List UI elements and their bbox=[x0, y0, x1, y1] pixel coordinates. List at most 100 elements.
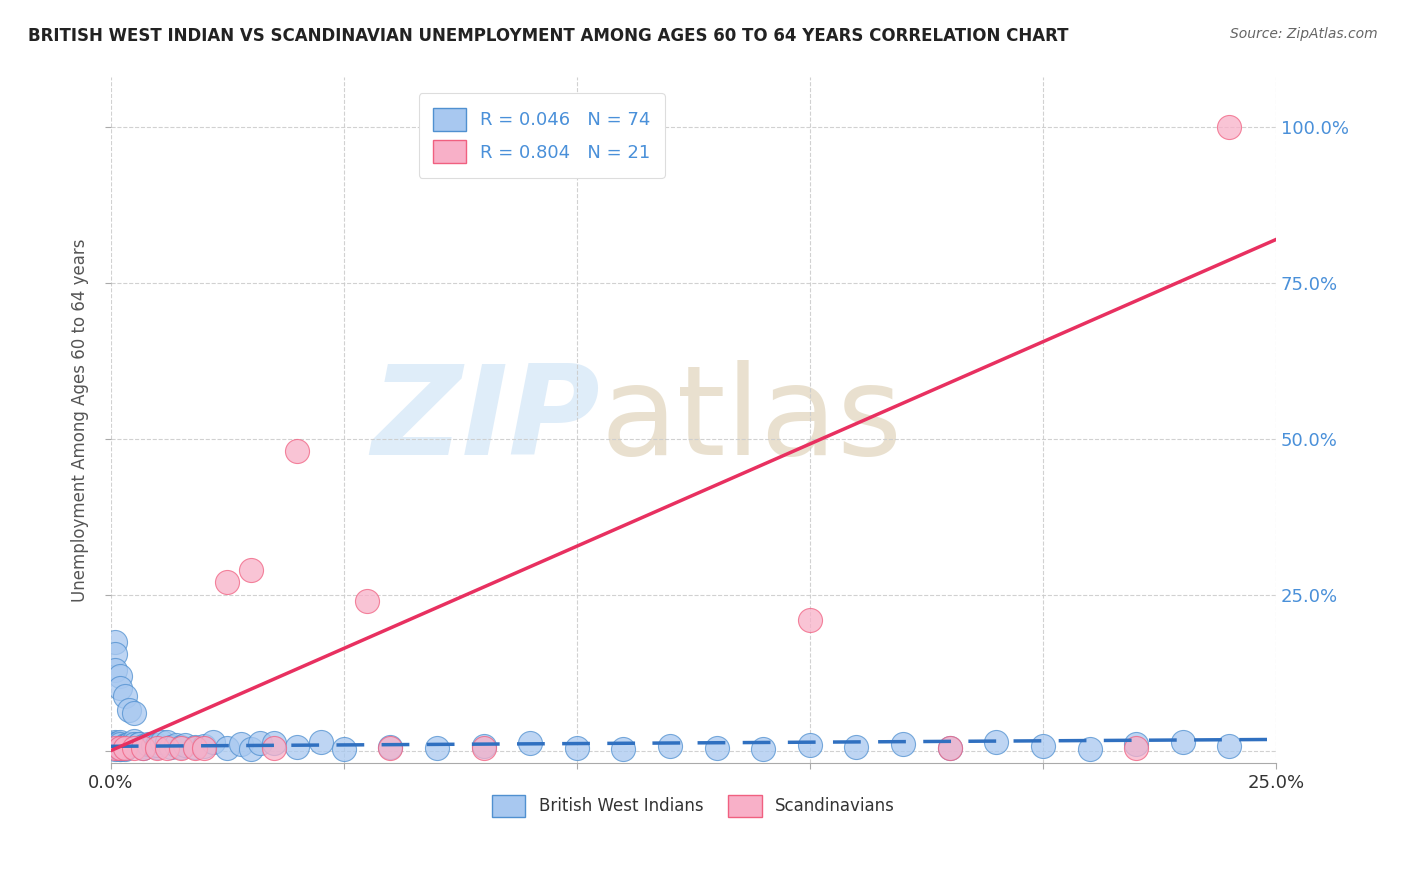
Point bbox=[333, 742, 356, 756]
Point bbox=[239, 741, 262, 756]
Point bbox=[104, 663, 127, 677]
Point bbox=[122, 737, 145, 751]
Point bbox=[1032, 739, 1054, 754]
Point bbox=[104, 742, 127, 756]
Point bbox=[170, 739, 193, 754]
Point bbox=[1218, 739, 1240, 753]
Point bbox=[565, 740, 588, 755]
Point bbox=[156, 740, 179, 755]
Point bbox=[122, 740, 145, 755]
Point bbox=[1171, 735, 1194, 749]
Point bbox=[193, 740, 215, 755]
Point bbox=[108, 740, 131, 755]
Point bbox=[1218, 120, 1240, 135]
Point bbox=[114, 742, 136, 756]
Text: Source: ZipAtlas.com: Source: ZipAtlas.com bbox=[1230, 27, 1378, 41]
Point bbox=[217, 740, 239, 755]
Point bbox=[183, 739, 205, 754]
Point bbox=[150, 735, 173, 749]
Point bbox=[114, 739, 136, 754]
Point bbox=[1125, 737, 1147, 751]
Point bbox=[132, 740, 155, 755]
Point bbox=[160, 739, 183, 754]
Point bbox=[104, 740, 127, 755]
Point bbox=[752, 741, 775, 756]
Point bbox=[108, 669, 131, 683]
Point bbox=[380, 739, 402, 754]
Point bbox=[132, 739, 155, 754]
Point bbox=[118, 703, 141, 717]
Point bbox=[938, 740, 960, 755]
Point bbox=[104, 647, 127, 661]
Point bbox=[309, 735, 332, 749]
Point bbox=[114, 740, 136, 755]
Point bbox=[263, 740, 285, 755]
Text: BRITISH WEST INDIAN VS SCANDINAVIAN UNEMPLOYMENT AMONG AGES 60 TO 64 YEARS CORRE: BRITISH WEST INDIAN VS SCANDINAVIAN UNEM… bbox=[28, 27, 1069, 45]
Point bbox=[706, 740, 728, 755]
Point bbox=[108, 737, 131, 751]
Point bbox=[165, 738, 187, 752]
Point bbox=[202, 735, 225, 749]
Point bbox=[249, 736, 271, 750]
Point bbox=[114, 738, 136, 752]
Point bbox=[845, 739, 868, 754]
Point bbox=[104, 736, 127, 750]
Point bbox=[156, 735, 179, 749]
Point bbox=[122, 734, 145, 748]
Point bbox=[183, 740, 205, 755]
Point bbox=[426, 741, 449, 756]
Point bbox=[128, 737, 150, 751]
Point bbox=[174, 738, 197, 752]
Point bbox=[118, 739, 141, 754]
Point bbox=[114, 739, 136, 753]
Point bbox=[193, 739, 215, 754]
Legend: British West Indians, Scandinavians: British West Indians, Scandinavians bbox=[485, 789, 901, 823]
Point bbox=[285, 444, 308, 458]
Point bbox=[263, 736, 285, 750]
Point bbox=[108, 742, 131, 756]
Point bbox=[128, 737, 150, 751]
Point bbox=[108, 742, 131, 756]
Point bbox=[986, 735, 1008, 749]
Point bbox=[519, 736, 541, 750]
Point bbox=[891, 737, 914, 751]
Point bbox=[136, 737, 159, 751]
Point bbox=[108, 735, 131, 749]
Point bbox=[799, 613, 821, 627]
Point bbox=[104, 738, 127, 752]
Point bbox=[799, 738, 821, 752]
Point bbox=[146, 739, 169, 753]
Point bbox=[231, 737, 253, 751]
Point bbox=[132, 741, 155, 756]
Point bbox=[356, 594, 378, 608]
Point bbox=[1125, 740, 1147, 755]
Text: ZIP: ZIP bbox=[371, 359, 600, 481]
Point bbox=[217, 575, 239, 590]
Point bbox=[104, 634, 127, 648]
Point bbox=[146, 739, 169, 754]
Point bbox=[472, 739, 495, 753]
Point bbox=[146, 740, 169, 755]
Text: atlas: atlas bbox=[600, 359, 903, 481]
Point bbox=[114, 689, 136, 703]
Point bbox=[104, 737, 127, 751]
Point bbox=[938, 740, 960, 755]
Point bbox=[122, 706, 145, 721]
Point bbox=[108, 741, 131, 756]
Point bbox=[285, 740, 308, 755]
Point bbox=[239, 563, 262, 577]
Point bbox=[118, 737, 141, 751]
Point bbox=[142, 738, 165, 752]
Point bbox=[104, 735, 127, 749]
Point bbox=[472, 740, 495, 755]
Point bbox=[108, 681, 131, 696]
Point bbox=[118, 738, 141, 752]
Point bbox=[104, 738, 127, 752]
Point bbox=[1078, 741, 1101, 756]
Point bbox=[612, 742, 634, 756]
Point bbox=[659, 739, 682, 753]
Point bbox=[380, 740, 402, 755]
Point bbox=[114, 741, 136, 756]
Y-axis label: Unemployment Among Ages 60 to 64 years: Unemployment Among Ages 60 to 64 years bbox=[72, 238, 89, 602]
Point bbox=[170, 740, 193, 755]
